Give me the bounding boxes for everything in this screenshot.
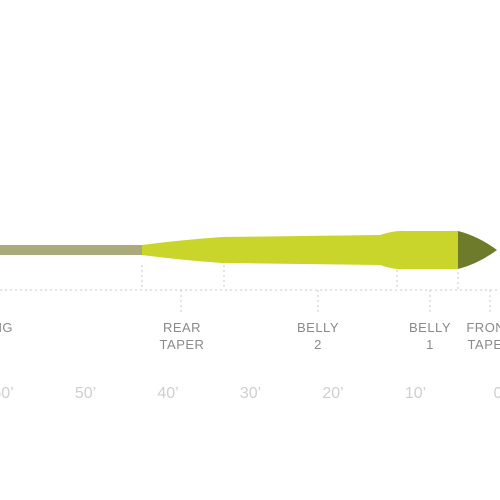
section-label: FRONT xyxy=(466,320,500,335)
distance-label: 50’ xyxy=(75,385,96,402)
section-label: 1 xyxy=(426,337,434,352)
running-line xyxy=(0,245,142,255)
section-label: RUNNING xyxy=(0,320,13,335)
section-label: BELLY xyxy=(409,320,451,335)
section-label: TAPER xyxy=(160,337,205,352)
section-label: 2 xyxy=(314,337,322,352)
head xyxy=(142,230,458,270)
section-label: BELLY xyxy=(297,320,339,335)
distance-label: 40’ xyxy=(157,385,178,402)
distance-label: 60’ xyxy=(0,385,14,402)
section-label: TAPER xyxy=(468,337,500,352)
distance-label: 10’ xyxy=(405,385,426,402)
distance-label: 0 xyxy=(494,385,500,402)
front-taper xyxy=(458,231,497,269)
dividers xyxy=(141,265,491,314)
distance-label: 30’ xyxy=(240,385,261,402)
distance-scale: 60’ 50’ 40’ 30’ 20’ 10’ 0 xyxy=(0,385,500,402)
distance-label: 20’ xyxy=(322,385,343,402)
section-labels: RUNNING REAR TAPER BELLY 2 BELLY 1 FRONT TAPER xyxy=(0,320,500,352)
section-label: REAR xyxy=(163,320,201,335)
